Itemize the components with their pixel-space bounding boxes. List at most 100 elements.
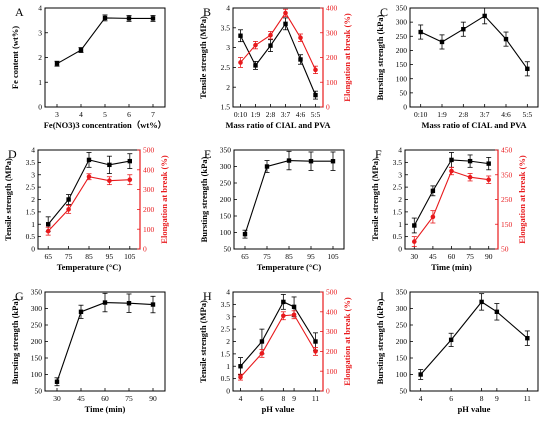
y-tick-label: 1 [226,362,230,371]
x-tick-label: 0:10 [234,110,248,119]
y-tick-label: 1.5 [221,349,231,358]
data-point [482,13,487,19]
x-tick-label: 45 [77,394,85,403]
y2-tick-label: 50 [501,245,509,254]
y-tick-label: 250 [396,32,408,41]
data-point [486,177,492,182]
x-tick-label: 3 [55,110,59,119]
data-point [150,302,156,307]
data-point [126,301,132,306]
y-tick-label: 3.5 [393,158,403,167]
y-tick-label: 3 [31,170,35,179]
x-tick-label: 75 [263,252,271,261]
y-tick-label: 300 [396,304,408,313]
y2-tick-label: 500 [143,146,155,155]
data-point [503,36,509,42]
data-point [313,349,318,354]
data-point [102,300,108,305]
x-tick-label: 105 [327,252,339,261]
data-point [283,10,288,16]
x-tick-label: 65 [44,252,52,261]
y-tick-label: 350 [396,288,408,297]
y-tick-label: 4 [31,146,35,155]
y2-tick-label: 0 [143,245,147,254]
data-point [238,60,243,65]
y-tick-label: 3 [226,312,230,321]
y-tick-label: 50 [400,387,408,396]
data-point [127,177,133,182]
plot-frame [409,7,539,108]
data-point [78,309,84,314]
data-point [418,372,423,377]
y2-tick-label: 500 [326,288,338,297]
y-tick-label: 1.5 [393,207,403,216]
panel-e: E 50 100 150 200 250 300 350 65 75 85 95 105 Temperat… [199,146,345,272]
y-tick-label: 0.5 [26,232,36,241]
y-tick-label: 2 [38,53,42,62]
data-point [78,47,84,53]
panel-i: I 50 100 150 200 250 300 350 4 6 8 9 11 pH value Burst… [375,288,539,414]
y-tick-label: 0 [38,103,42,112]
y-tick-label: 200 [396,337,408,346]
data-point [268,32,273,38]
data-point [102,15,108,21]
y-tick-label: 1.5 [26,207,36,216]
panel-label-b: B [203,5,211,19]
x-tick-label: 9 [292,394,296,403]
y-tick-label: 250 [396,321,408,330]
y-axis-label: Bursting strength (kPa) [375,298,385,384]
x-tick-label: 4:6 [501,110,511,119]
x-tick-label: 30 [53,394,61,403]
x-axis-label: Temperature (°C) [57,262,122,272]
data-point [298,57,303,62]
x-tick-label: 1:9 [251,110,261,119]
y-tick-label: 300 [396,18,408,27]
data-point [259,339,265,344]
x-tick-label: 8 [480,394,484,403]
data-point [291,312,297,318]
panel-label-f: F [375,147,382,161]
data-point [66,207,71,212]
x-tick-label: 4 [419,394,423,403]
x-axis-label: Mass ratio of CIAL and PVA [422,120,528,130]
data-point [330,159,336,164]
y2-tick-label: 200 [326,347,338,356]
y2-tick-label: 300 [326,327,338,336]
plot-frame [409,291,539,392]
x-tick-label: 4 [239,394,243,403]
data-point [281,299,286,305]
data-point [461,27,466,32]
data-point [150,16,156,21]
y-tick-label: 2 [398,195,402,204]
data-point [313,92,318,98]
y-tick-label: 4 [226,4,230,13]
y-tick-label: 4 [398,146,402,155]
y-tick-label: 0 [403,103,407,112]
data-point [291,304,297,310]
y-axis-label: Tensile strength (MPa) [370,158,380,241]
x-tick-label: 75 [466,252,474,261]
data-point [418,29,423,35]
x-tick-label: 2:8 [459,110,469,119]
series-line-primary [56,17,153,65]
data-point [313,339,318,344]
data-point [242,231,248,237]
x-tick-label: 5:5 [523,110,533,119]
y2-tick-label: 150 [501,220,513,229]
x-tick-label: 0:10 [414,110,428,119]
data-point [253,42,258,48]
y2-axis-label: Elongation at break (%) [342,297,352,386]
y-tick-label: 50 [35,387,43,396]
y2-tick-label: 400 [326,307,338,316]
panel-c: C 0 50 100 150 200 250 300 350 0:10 1:9 2:8 3:7 4:6 5:… [375,4,539,130]
y-tick-label: 200 [396,46,408,55]
data-point [430,214,436,220]
y-tick-label: 2.5 [221,325,231,334]
x-tick-label: 6 [260,394,264,403]
y-tick-label: 1 [398,220,402,229]
plot-frame [44,7,166,108]
data-point [308,159,314,164]
x-tick-label: 30 [411,252,419,261]
y-tick-label: 3.5 [221,23,231,32]
